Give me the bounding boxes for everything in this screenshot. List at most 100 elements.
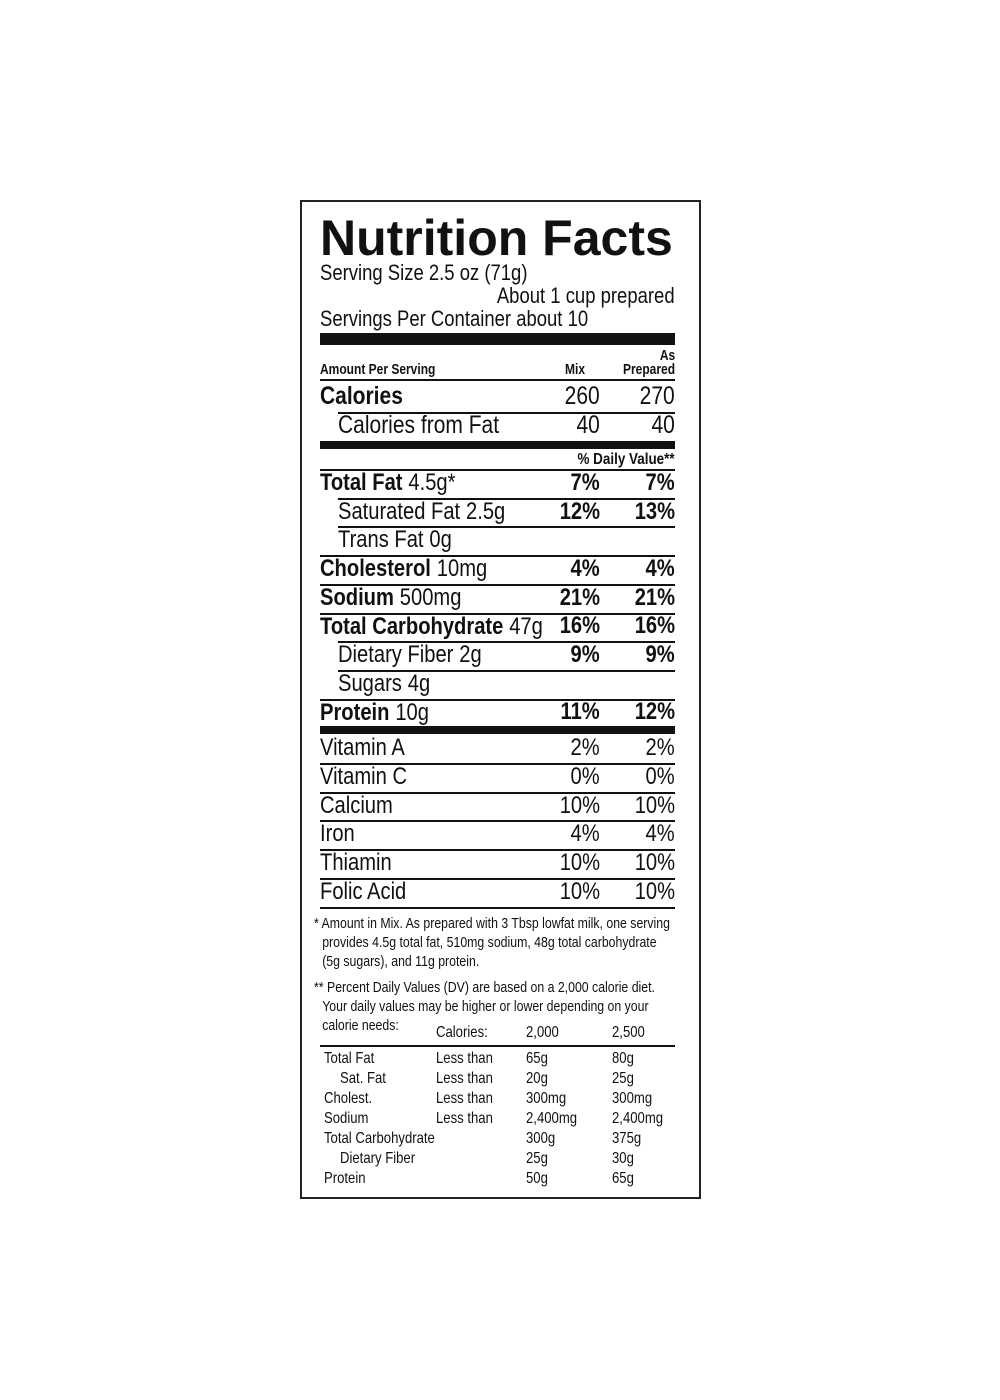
- rule: [338, 497, 675, 500]
- nutrient-amount: 2.5g: [466, 497, 506, 525]
- nutrition-label: [300, 200, 701, 1199]
- calories-fat-prepared: 40: [651, 411, 675, 440]
- nutrient-row: Trans Fat 0g: [338, 528, 452, 552]
- dv-table-header: 2,500: [612, 1024, 645, 1042]
- rule: [338, 669, 675, 672]
- vitamin-prepared: 10%: [634, 848, 675, 876]
- nutrient-amount: 10g: [395, 698, 429, 726]
- dv-table-name: Total Fat: [324, 1050, 375, 1068]
- vitamin-name: Folic Acid: [320, 877, 407, 905]
- vitamin-name: Calcium: [320, 791, 393, 819]
- dv-mix: 9%: [570, 641, 600, 668]
- calories-fat-mix: 40: [576, 411, 600, 440]
- serving-note: About 1 cup prepared: [497, 282, 675, 308]
- dv-table-2500: 25g: [612, 1070, 634, 1088]
- rule: [320, 1045, 675, 1047]
- dv-mix: 4%: [570, 554, 600, 582]
- nutrient-row: Protein 10g: [320, 698, 429, 726]
- dv-table-2000: 65g: [526, 1050, 548, 1068]
- footnote: ** Percent Daily Values (DV) are based o…: [314, 979, 655, 1034]
- dv-table-limit: Less than: [436, 1050, 493, 1068]
- vitamin-mix: 0%: [570, 762, 600, 790]
- amount-header: Amount Per Serving: [320, 360, 436, 378]
- dv-table-limit: Less than: [436, 1070, 493, 1088]
- nutrient-amount: 4.5g*: [408, 469, 456, 496]
- rule: [320, 820, 675, 823]
- nutrient-name: Sugars: [338, 669, 402, 697]
- rule: [338, 412, 675, 414]
- servings: Servings Per Container about 10: [320, 305, 589, 331]
- dv-table-2000: 300g: [526, 1130, 556, 1148]
- nutrient-amount: 2g: [459, 641, 482, 669]
- nutrient-name: Dietary Fiber: [338, 641, 454, 669]
- nutrient-name: Trans Fat: [338, 526, 424, 554]
- dv-prepared: 13%: [634, 497, 675, 525]
- nutrient-row: Total Fat 4.5g*: [320, 471, 455, 495]
- rule: [320, 877, 675, 880]
- rule: [320, 612, 675, 615]
- nutrient-name: Sodium: [320, 583, 394, 611]
- nutrient-amount: 4g: [407, 669, 431, 697]
- nutrient-name: Total Carbohydrate: [320, 612, 504, 640]
- vitamin-name: Vitamin A: [320, 734, 405, 762]
- dv-mix: 11%: [560, 698, 600, 726]
- vitamin-mix: 4%: [570, 820, 600, 848]
- dv-table-name: Protein: [324, 1170, 366, 1188]
- rule: [320, 469, 675, 471]
- dv-prepared: 9%: [645, 641, 675, 668]
- dv-table-2000: 300mg: [526, 1090, 567, 1108]
- nutrient-amount: 0g: [429, 526, 452, 554]
- dv-table-2000: 20g: [526, 1070, 548, 1088]
- dv-table-name: Sodium: [324, 1110, 369, 1128]
- prepared-header: Prepared: [622, 360, 675, 378]
- dv-table-2500: 30g: [612, 1150, 634, 1168]
- vitamin-mix: 2%: [570, 734, 600, 762]
- vitamin-prepared: 10%: [634, 791, 675, 819]
- calories-label: Calories: [320, 382, 403, 411]
- rule: [320, 379, 675, 381]
- nutrient-name: Saturated Fat: [338, 497, 461, 525]
- nutrient-row: Sugars 4g: [338, 669, 431, 697]
- dv-table-2000: 2,400mg: [526, 1110, 578, 1128]
- nutrient-name: Cholesterol: [320, 555, 431, 583]
- dv-mix: 7%: [570, 468, 600, 496]
- dv-prepared: 7%: [645, 468, 675, 496]
- nutrient-name: Total Fat: [320, 469, 403, 496]
- vitamin-prepared: 10%: [634, 877, 675, 905]
- vitamin-prepared: 2%: [645, 734, 675, 762]
- dv-table-limit: Less than: [436, 1110, 493, 1128]
- vitamin-mix: 10%: [559, 791, 600, 819]
- vitamin-name: Iron: [320, 820, 355, 848]
- vitamin-mix: 10%: [559, 877, 600, 905]
- nutrient-row: Saturated Fat 2.5g: [338, 497, 506, 525]
- dv-prepared: 21%: [634, 583, 675, 611]
- mix-header: Mix: [564, 360, 585, 378]
- calories-mix: 260: [564, 382, 600, 411]
- nutrient-row: Total Carbohydrate 47g: [320, 612, 543, 640]
- rule: [320, 441, 675, 449]
- rule: [320, 763, 675, 765]
- rule: [320, 333, 675, 345]
- dv-table-name: Dietary Fiber: [340, 1150, 416, 1168]
- title: Nutrition Facts: [320, 209, 673, 266]
- nutrient-amount: 47g: [509, 612, 543, 640]
- nutrient-row: Dietary Fiber 2g: [338, 643, 482, 667]
- rule: [320, 698, 675, 701]
- dv-prepared: 16%: [634, 612, 675, 640]
- dv-table-2500: 80g: [612, 1050, 634, 1068]
- dv-table-2500: 65g: [612, 1170, 634, 1188]
- dv-prepared: 4%: [645, 554, 675, 582]
- rule: [320, 791, 675, 794]
- nutrient-amount: 500mg: [399, 583, 462, 611]
- dv-table-header: 2,000: [526, 1024, 559, 1042]
- vitamin-name: Thiamin: [320, 848, 392, 876]
- dv-table-name: Total Carbohydrate: [324, 1130, 435, 1148]
- nutrient-amount: 10mg: [436, 555, 488, 583]
- nutrient-row: Cholesterol 10mg: [320, 557, 487, 581]
- rule: [320, 583, 675, 586]
- vitamin-name: Vitamin C: [320, 762, 408, 790]
- footnote: * Amount in Mix. As prepared with 3 Tbsp…: [314, 915, 670, 970]
- dv-table-name: Sat. Fat: [340, 1070, 386, 1088]
- dv-table-2500: 375g: [612, 1130, 642, 1148]
